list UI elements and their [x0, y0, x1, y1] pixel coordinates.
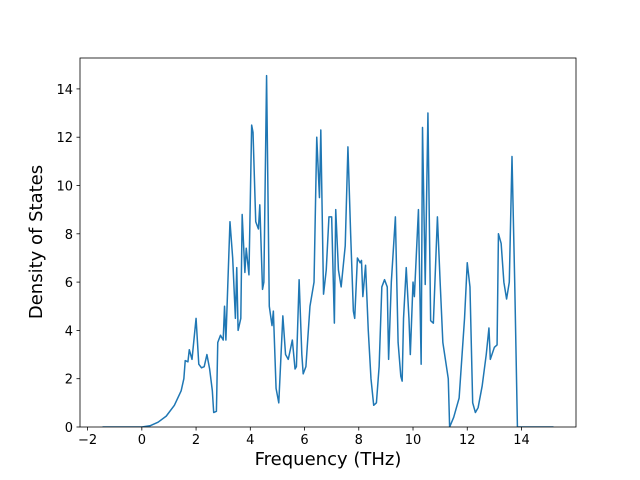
line	[102, 74, 554, 427]
y-tick-label: 12	[56, 131, 73, 146]
y-tick-label: 8	[65, 228, 73, 243]
x-tick-label: 10	[405, 433, 422, 448]
y-tick-label: 4	[65, 324, 73, 339]
x-tick-label: 14	[513, 433, 530, 448]
x-tick-label: 8	[355, 433, 363, 448]
y-tick-label: 10	[56, 180, 73, 195]
x-tick-label: 4	[246, 433, 254, 448]
x-tick-label: 2	[192, 433, 200, 448]
plot-frame	[79, 57, 577, 428]
x-tick-label: −2	[78, 433, 97, 448]
x-tick-label: 6	[300, 433, 308, 448]
y-tick-label: 0	[65, 421, 73, 436]
y-tick-label: 14	[56, 83, 73, 98]
y-tick-label: 6	[65, 276, 73, 291]
x-axis-label: Frequency (THz)	[255, 449, 402, 470]
x-tick-label: 12	[459, 433, 476, 448]
x-tick-label: 0	[138, 433, 146, 448]
y-tick-label: 2	[65, 373, 73, 388]
y-axis-label: Density of States	[26, 165, 47, 319]
